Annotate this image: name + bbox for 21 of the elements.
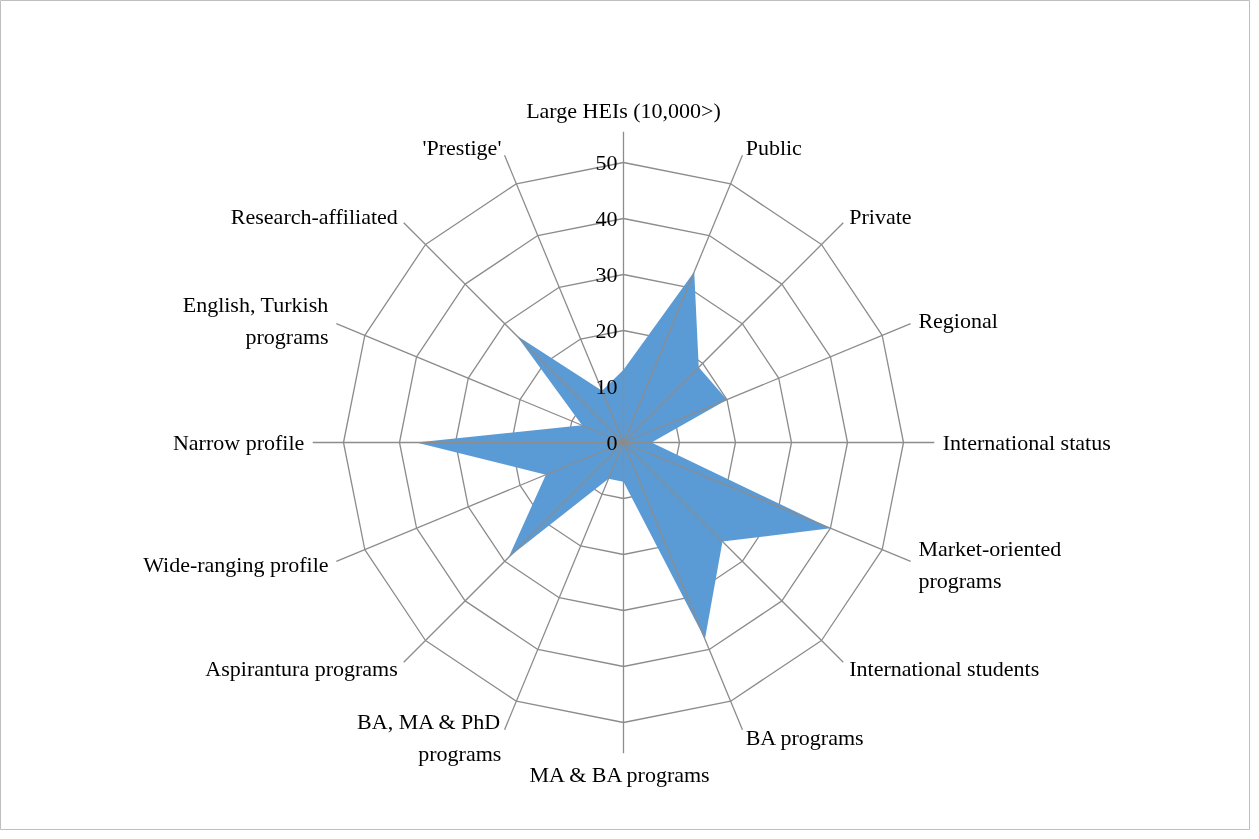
spoke-label: MA & BA programs xyxy=(529,761,710,787)
spoke-label: Research-affiliated xyxy=(230,204,398,230)
y-tick-label: 20 xyxy=(595,317,618,343)
y-tick-label: 0 xyxy=(606,429,618,455)
spoke-label: Market-oriented programs xyxy=(918,535,1062,594)
spoke-label: Wide-ranging profile xyxy=(143,552,329,578)
spoke-label: International students xyxy=(849,655,1040,681)
spoke-label: BA, MA & PhD programs xyxy=(357,708,502,767)
y-tick-label: 30 xyxy=(595,261,618,287)
spoke-label: International status xyxy=(942,430,1111,455)
spoke-label: Narrow profile xyxy=(172,430,305,455)
spoke-label: Large HEIs (10,000>) xyxy=(526,98,721,124)
y-tick-label: 50 xyxy=(595,149,618,175)
spoke-label: Aspirantura programs xyxy=(205,655,398,681)
spoke-label: Regional xyxy=(918,307,998,333)
y-tick-label: 40 xyxy=(595,205,618,231)
spoke-label: English, Turkish programs xyxy=(182,291,329,350)
spoke-label: Public xyxy=(745,135,803,161)
spoke-label: 'Prestige' xyxy=(422,135,502,161)
spoke-label: Private xyxy=(849,204,912,230)
spoke-label: BA programs xyxy=(745,724,864,750)
